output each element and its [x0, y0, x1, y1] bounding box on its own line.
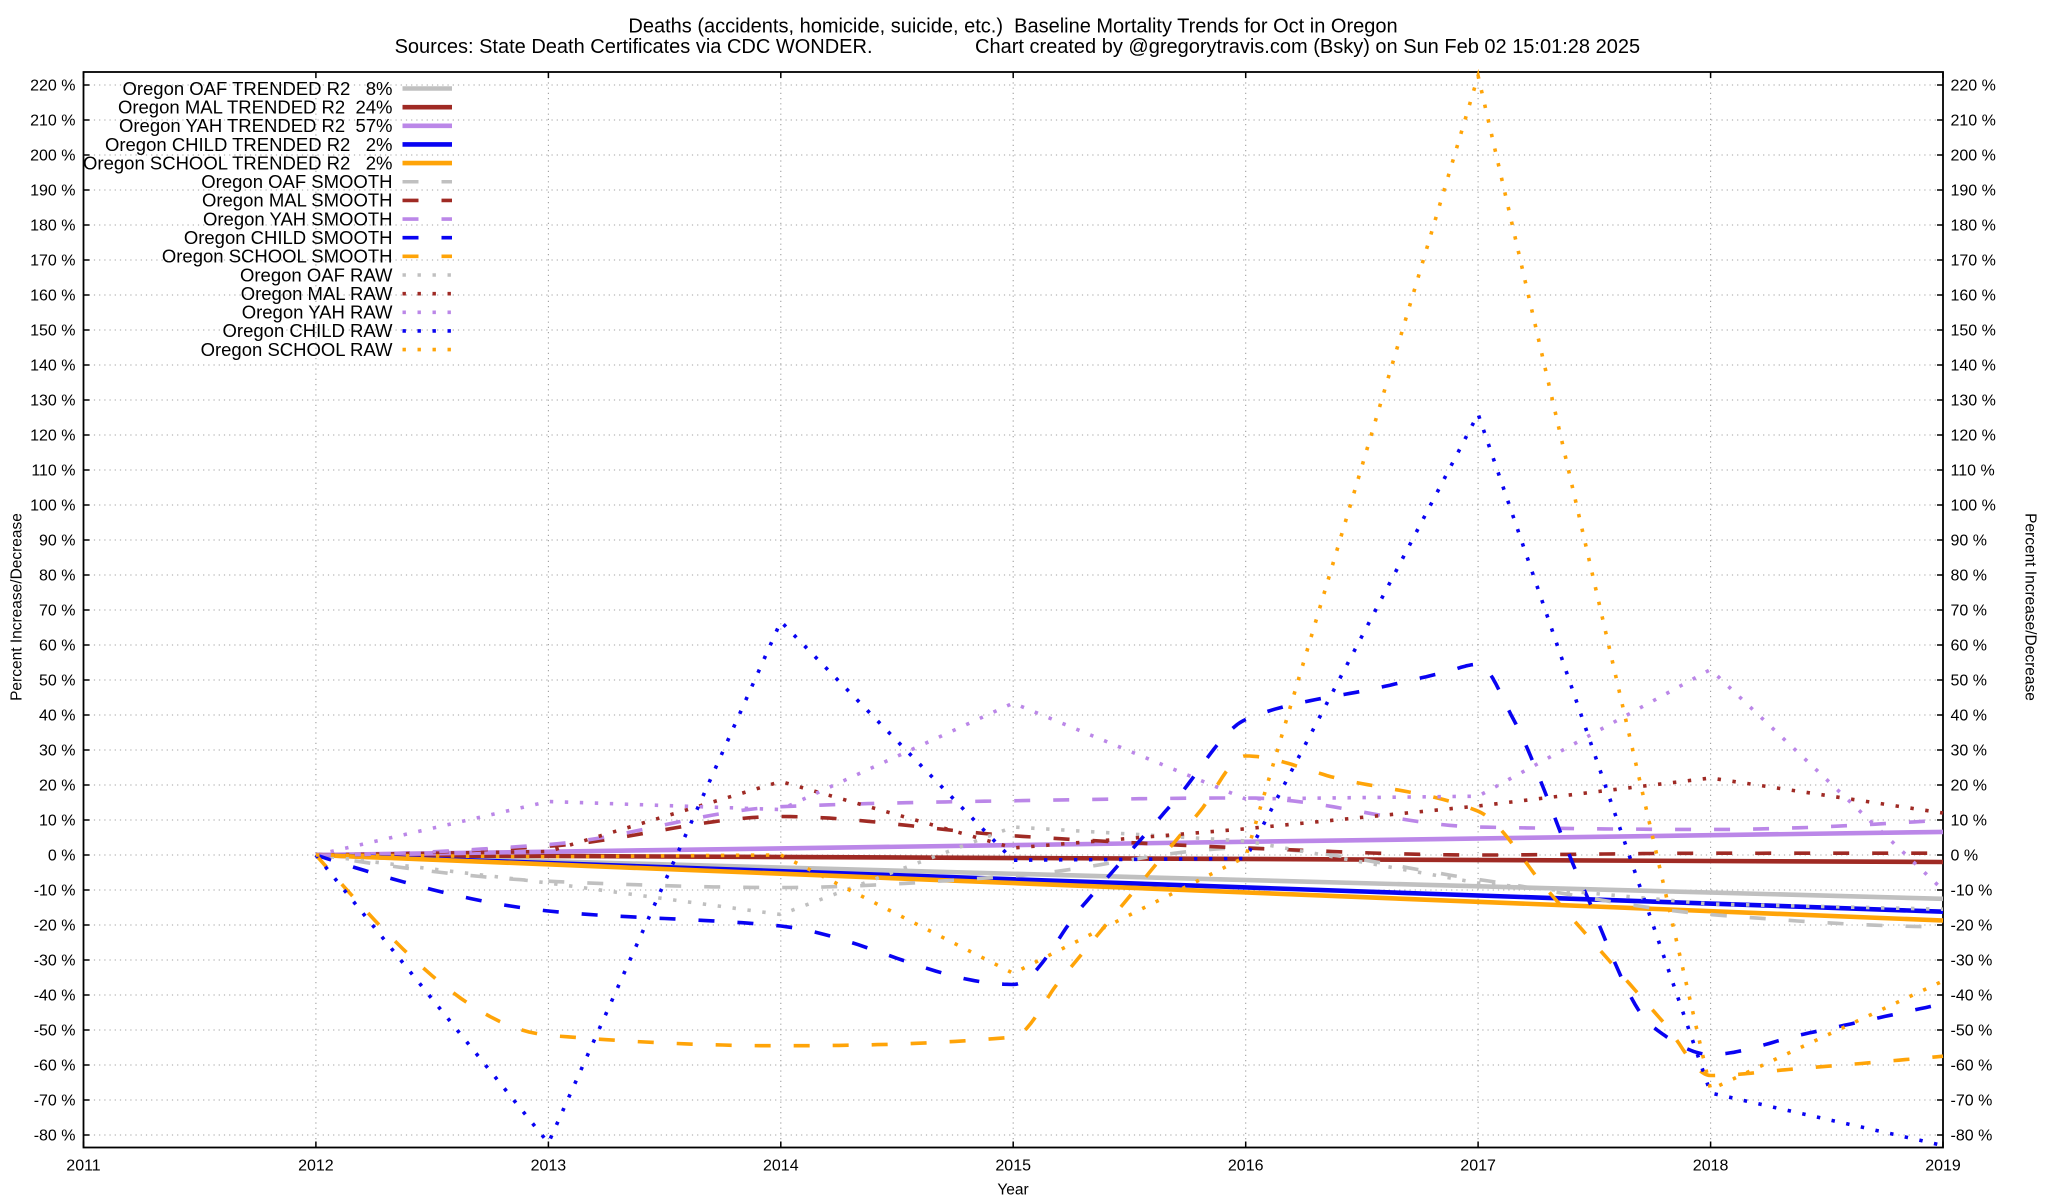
svg-text:-60 %: -60 % — [1951, 1058, 1993, 1075]
svg-text:-80 %: -80 % — [34, 1128, 76, 1145]
svg-text:-20 %: -20 % — [34, 918, 76, 935]
svg-text:2019: 2019 — [1925, 1158, 1961, 1175]
svg-text:130 %: 130 % — [1951, 393, 1996, 410]
svg-text:70 %: 70 % — [39, 603, 75, 620]
svg-text:Oregon CHILD TRENDED R2 2%: Oregon CHILD TRENDED R2 2% — [105, 134, 393, 155]
svg-text:2016: 2016 — [1228, 1158, 1264, 1175]
svg-text:140 %: 140 % — [30, 358, 75, 375]
svg-text:Oregon YAH RAW: Oregon YAH RAW — [242, 302, 393, 323]
svg-text:Oregon YAH TRENDED R2 57%: Oregon YAH TRENDED R2 57% — [119, 115, 393, 136]
svg-text:40 %: 40 % — [1951, 708, 1987, 725]
svg-text:-70 %: -70 % — [1951, 1093, 1993, 1110]
svg-text:180 %: 180 % — [1951, 218, 1996, 235]
svg-text:2018: 2018 — [1693, 1158, 1729, 1175]
svg-text:Oregon MAL TRENDED R2 24%: Oregon MAL TRENDED R2 24% — [118, 97, 393, 118]
svg-text:190 %: 190 % — [1951, 183, 1996, 200]
svg-text:2012: 2012 — [298, 1158, 334, 1175]
svg-text:-30 %: -30 % — [34, 953, 76, 970]
svg-text:70 %: 70 % — [1951, 603, 1987, 620]
svg-text:200 %: 200 % — [1951, 148, 1996, 165]
svg-text:220 %: 220 % — [30, 78, 75, 95]
svg-text:20 %: 20 % — [1951, 778, 1987, 795]
svg-text:-10 %: -10 % — [34, 883, 76, 900]
svg-text:80 %: 80 % — [1951, 568, 1987, 585]
svg-text:120 %: 120 % — [1951, 428, 1996, 445]
svg-text:2014: 2014 — [763, 1158, 799, 1175]
svg-text:Year: Year — [997, 1182, 1028, 1199]
svg-text:Oregon OAF SMOOTH: Oregon OAF SMOOTH — [201, 171, 392, 192]
svg-text:Oregon OAF TRENDED R2 8%: Oregon OAF TRENDED R2 8% — [122, 78, 392, 99]
svg-text:-20 %: -20 % — [1951, 918, 1993, 935]
svg-text:Sources: State Death Certifica: Sources: State Death Certificates via CD… — [395, 36, 873, 58]
svg-text:30 %: 30 % — [1951, 743, 1987, 760]
svg-text:Oregon MAL RAW: Oregon MAL RAW — [241, 283, 393, 304]
svg-text:-40 %: -40 % — [34, 988, 76, 1005]
svg-text:10 %: 10 % — [39, 813, 75, 830]
svg-text:160 %: 160 % — [30, 288, 75, 305]
svg-text:80 %: 80 % — [39, 568, 75, 585]
svg-text:90 %: 90 % — [39, 533, 75, 550]
svg-text:20 %: 20 % — [39, 778, 75, 795]
svg-text:50 %: 50 % — [39, 673, 75, 690]
svg-text:0 %: 0 % — [1951, 848, 1979, 865]
svg-text:30 %: 30 % — [39, 743, 75, 760]
svg-text:0 %: 0 % — [48, 848, 76, 865]
svg-text:-40 %: -40 % — [1951, 988, 1993, 1005]
svg-text:-10 %: -10 % — [1951, 883, 1993, 900]
svg-text:-70 %: -70 % — [34, 1093, 76, 1110]
svg-text:Oregon MAL SMOOTH: Oregon MAL SMOOTH — [202, 190, 393, 211]
svg-text:Oregon SCHOOL RAW: Oregon SCHOOL RAW — [201, 339, 393, 360]
svg-text:2015: 2015 — [995, 1158, 1031, 1175]
svg-text:90 %: 90 % — [1951, 533, 1987, 550]
svg-text:-50 %: -50 % — [34, 1023, 76, 1040]
svg-text:110 %: 110 % — [31, 463, 75, 480]
svg-text:-80 %: -80 % — [1951, 1128, 1993, 1145]
svg-text:50 %: 50 % — [1951, 673, 1987, 690]
svg-text:190 %: 190 % — [30, 183, 75, 200]
svg-text:100 %: 100 % — [1951, 498, 1996, 515]
svg-text:210 %: 210 % — [30, 113, 75, 130]
svg-text:2011: 2011 — [66, 1158, 101, 1175]
svg-text:110 %: 110 % — [1951, 463, 1995, 480]
svg-text:200 %: 200 % — [30, 148, 75, 165]
svg-text:60 %: 60 % — [39, 638, 75, 655]
svg-text:10 %: 10 % — [1951, 813, 1987, 830]
svg-text:Oregon SCHOOL TRENDED R2 2%: Oregon SCHOOL TRENDED R2 2% — [83, 152, 392, 173]
svg-text:-30 %: -30 % — [1951, 953, 1993, 970]
svg-text:Chart created by @gregorytravi: Chart created by @gregorytravis.com (Bsk… — [975, 36, 1640, 58]
svg-text:Oregon OAF RAW: Oregon OAF RAW — [240, 264, 393, 285]
svg-text:Oregon YAH SMOOTH: Oregon YAH SMOOTH — [203, 208, 393, 229]
svg-text:60 %: 60 % — [1951, 638, 1987, 655]
svg-text:Oregon CHILD SMOOTH: Oregon CHILD SMOOTH — [184, 227, 393, 248]
svg-text:Oregon SCHOOL SMOOTH: Oregon SCHOOL SMOOTH — [162, 246, 393, 267]
svg-text:40 %: 40 % — [39, 708, 75, 725]
svg-text:Percent Increase/Decrease: Percent Increase/Decrease — [2022, 513, 2039, 701]
svg-text:180 %: 180 % — [30, 218, 75, 235]
svg-text:Oregon CHILD RAW: Oregon CHILD RAW — [223, 320, 394, 341]
svg-text:Percent Increase/Decrease: Percent Increase/Decrease — [9, 513, 26, 701]
svg-text:150 %: 150 % — [30, 323, 75, 340]
svg-text:220 %: 220 % — [1951, 78, 1996, 95]
svg-text:210 %: 210 % — [1951, 113, 1996, 130]
svg-text:2013: 2013 — [531, 1158, 567, 1175]
svg-text:-60 %: -60 % — [34, 1058, 76, 1075]
svg-text:120 %: 120 % — [30, 428, 75, 445]
svg-text:100 %: 100 % — [30, 498, 75, 515]
svg-text:170 %: 170 % — [1951, 253, 1996, 270]
svg-text:130 %: 130 % — [30, 393, 75, 410]
svg-text:170 %: 170 % — [30, 253, 75, 270]
svg-text:150 %: 150 % — [1951, 323, 1996, 340]
svg-text:2017: 2017 — [1460, 1158, 1496, 1175]
svg-text:Deaths (accidents, homicide, s: Deaths (accidents, homicide, suicide, et… — [628, 16, 1397, 38]
svg-text:-50 %: -50 % — [1951, 1023, 1993, 1040]
svg-text:140 %: 140 % — [1951, 358, 1996, 375]
svg-text:160 %: 160 % — [1951, 288, 1996, 305]
